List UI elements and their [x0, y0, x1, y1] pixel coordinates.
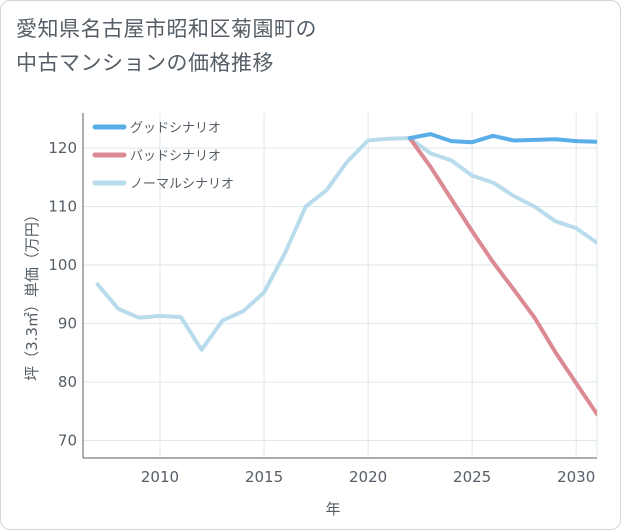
x-tick-label-2020: 2020	[349, 468, 387, 486]
y-axis-title: 坪（3.3㎡）単価（万円）	[23, 207, 41, 381]
y-tick-label-100: 100	[48, 256, 77, 274]
x-tick-label-2030: 2030	[557, 468, 595, 486]
axes: 2010 2015 2020 2025 2030 70 80 90 100 110 120	[48, 113, 598, 486]
grid	[83, 113, 597, 458]
x-axis-title: 年	[325, 500, 340, 518]
chart-title-line2: 中古マンションの価格推移	[16, 51, 274, 75]
series-line-1	[407, 136, 597, 417]
legend-label-2: ノーマルシナリオ	[130, 177, 234, 192]
series-line-0	[407, 132, 597, 145]
y-tick-label-120: 120	[48, 139, 77, 157]
y-tick-label-70: 70	[58, 431, 77, 449]
x-tick-label-2025: 2025	[453, 468, 491, 486]
x-tick-label-2015: 2015	[245, 468, 283, 486]
series-line-2	[95, 136, 597, 352]
x-tick-label-2010: 2010	[141, 468, 179, 486]
legend-label-1: バッドシナリオ	[130, 149, 221, 164]
y-tick-label-90: 90	[58, 315, 77, 333]
y-tick-label-80: 80	[58, 373, 77, 391]
series-lines	[95, 132, 597, 417]
chart-title-line1: 愛知県名古屋市昭和区菊園町の	[16, 17, 317, 41]
y-tick-label-110: 110	[48, 198, 77, 216]
legend-label-0: グッドシナリオ	[130, 121, 221, 136]
chart-title: 愛知県名古屋市昭和区菊園町の 中古マンションの価格推移	[16, 12, 576, 80]
